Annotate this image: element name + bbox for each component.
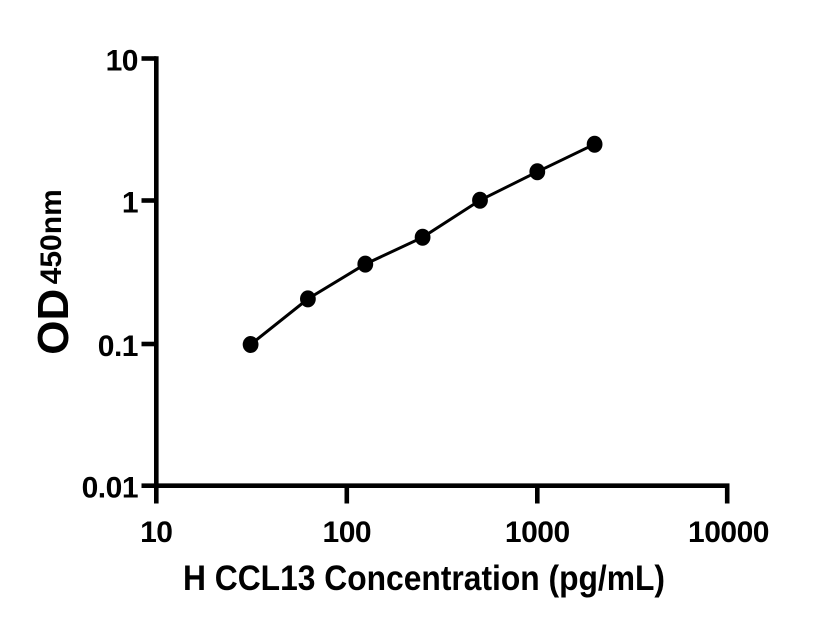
y-axis-tick-labels: 10 1 0.1 0.01 bbox=[82, 45, 139, 505]
data-point bbox=[529, 163, 546, 181]
x-axis-tick-labels: 10 100 1000 10000 bbox=[140, 516, 769, 549]
x-axis-ticks bbox=[154, 485, 730, 504]
x-axis-title: H CCL13 Concentration (pg/mL) bbox=[183, 559, 665, 598]
y-tick-label-10: 10 bbox=[106, 45, 138, 78]
x-tick-label-1000: 1000 bbox=[505, 516, 570, 549]
y-tick-label-0-1: 0.1 bbox=[98, 330, 138, 363]
data-series bbox=[242, 135, 603, 353]
x-tick-label-10: 10 bbox=[140, 516, 172, 549]
data-point bbox=[472, 191, 488, 209]
data-point bbox=[242, 336, 259, 353]
x-tick-label-100: 100 bbox=[323, 516, 372, 549]
y-axis-title-subscript: 450nm bbox=[35, 189, 68, 284]
y-axis-title: OD 450nm bbox=[29, 189, 78, 355]
data-point bbox=[586, 135, 603, 153]
x-tick-label-10000: 10000 bbox=[688, 516, 769, 549]
y-tick-label-0-01: 0.01 bbox=[82, 472, 138, 505]
data-point bbox=[357, 255, 374, 273]
y-axis-title-main: OD bbox=[29, 289, 78, 355]
data-point bbox=[300, 290, 316, 308]
y-axis-ticks bbox=[141, 56, 157, 489]
y-tick-label-1: 1 bbox=[122, 187, 138, 220]
data-point bbox=[414, 228, 431, 246]
axes bbox=[154, 56, 730, 489]
